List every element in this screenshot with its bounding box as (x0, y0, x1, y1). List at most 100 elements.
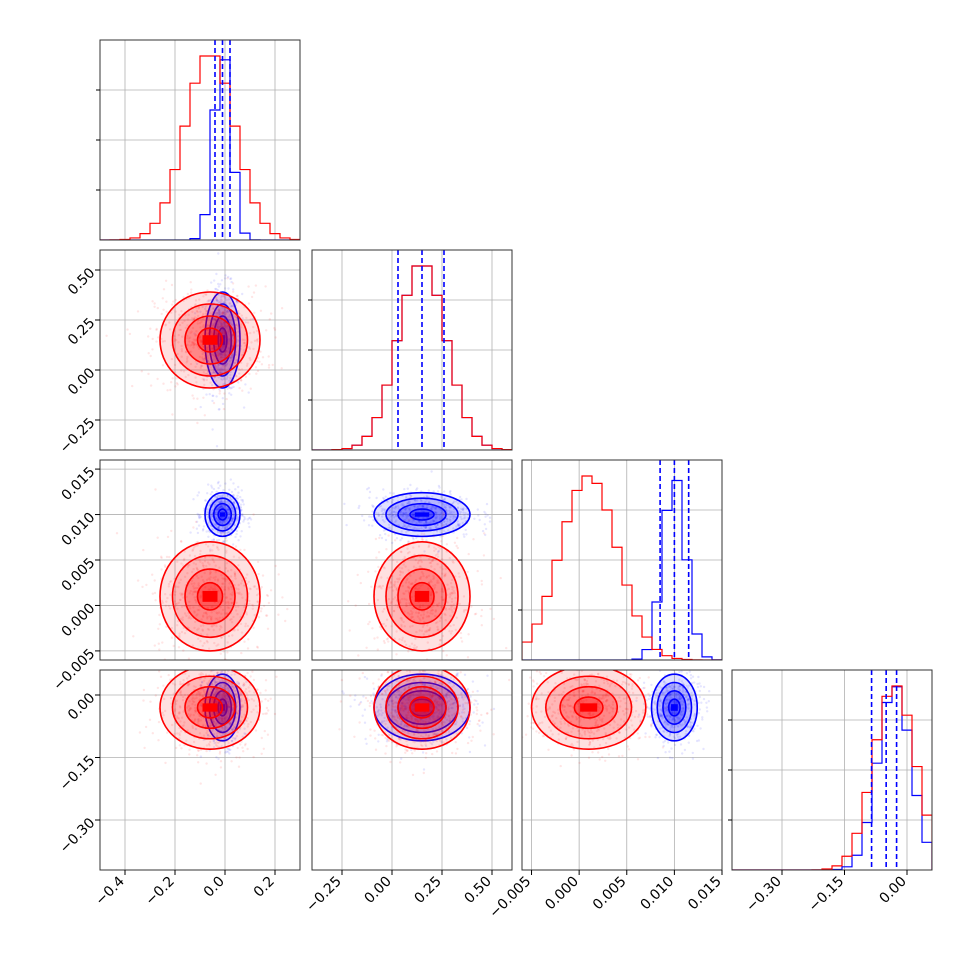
scatter-point (393, 580, 397, 584)
scatter-point (195, 362, 199, 365)
scatter-point (416, 588, 419, 591)
scatter-point (444, 574, 447, 577)
scatter-point (357, 506, 360, 510)
scatter-point (389, 515, 392, 518)
scatter-point (201, 660, 203, 662)
scatter-point (386, 500, 389, 503)
scatter-point (229, 721, 232, 724)
scatter-point (255, 338, 259, 342)
scatter-point (177, 601, 181, 604)
scatter-point (211, 323, 214, 326)
scatter-point (218, 312, 221, 315)
scatter-point (248, 347, 252, 351)
scatter-point (515, 700, 517, 702)
scatter-point (156, 377, 159, 381)
scatter-point (222, 683, 226, 686)
scatter-point (392, 598, 395, 601)
scatter-point (212, 487, 216, 491)
scatter-point (443, 490, 446, 493)
scatter-point (408, 645, 411, 648)
scatter-point (192, 338, 195, 341)
scatter-point (423, 620, 426, 624)
scatter-point (199, 310, 202, 313)
scatter-point (220, 532, 223, 536)
scatter-point (228, 748, 231, 752)
scatter-point (433, 546, 436, 549)
scatter-point (443, 575, 446, 578)
scatter-point (216, 526, 220, 529)
scatter-point (226, 376, 229, 379)
scatter-point (223, 369, 226, 372)
scatter-point (400, 503, 403, 507)
scatter-point (239, 719, 242, 723)
scatter-point (407, 663, 409, 665)
scatter-point (411, 615, 415, 619)
scatter-point (179, 578, 182, 581)
scatter-point (264, 285, 267, 288)
scatter-point (204, 543, 208, 546)
scatter-point (398, 599, 401, 602)
scatter-point (251, 670, 254, 673)
scatter-point (231, 282, 235, 285)
scatter-point (217, 313, 220, 317)
scatter-point (206, 615, 209, 619)
scatter-point (449, 632, 453, 635)
scatter-point (422, 506, 425, 509)
scatter-point (180, 747, 183, 750)
scatter-point (452, 515, 455, 518)
scatter-point (199, 341, 203, 344)
scatter-point (224, 536, 228, 540)
scatter-point (219, 300, 222, 304)
scatter-point (194, 718, 197, 721)
scatter-point (212, 358, 216, 361)
scatter-point (411, 512, 415, 515)
scatter-point (188, 554, 192, 557)
scatter-point (222, 650, 225, 653)
scatter-point (434, 513, 438, 516)
scatter-point (105, 334, 108, 337)
scatter-point (396, 577, 399, 580)
scatter-point (440, 605, 443, 609)
scatter-point (178, 744, 181, 747)
scatter-point (428, 526, 431, 529)
histogram-panel-3 (518, 459, 723, 661)
scatter-point (444, 567, 447, 571)
scatter-point (183, 632, 187, 635)
scatter-point (432, 576, 436, 579)
scatter-point (407, 514, 410, 517)
scatter-point (374, 537, 378, 541)
scatter-point (363, 721, 367, 724)
scatter-point (219, 353, 222, 356)
scatter-point (441, 568, 444, 571)
scatter-point (407, 581, 411, 584)
scatter-point (424, 501, 427, 504)
scatter-point (181, 593, 184, 596)
scatter-point (199, 336, 202, 339)
scatter-point (412, 619, 416, 622)
scatter-point (207, 483, 210, 486)
scatter-point (195, 614, 198, 617)
scatter-point (382, 498, 386, 501)
scatter-point (461, 508, 465, 511)
scatter-point (153, 591, 157, 595)
scatter-point (394, 506, 397, 509)
scatter-point (206, 733, 210, 737)
scatter-point (354, 604, 357, 607)
scatter-point (488, 516, 492, 519)
scatter-point (247, 580, 250, 584)
scatter-point (252, 347, 255, 351)
scatter-point (153, 579, 156, 582)
scatter-point (194, 520, 198, 524)
scatter-point (371, 504, 374, 507)
scatter-point (157, 739, 160, 742)
scatter-point (271, 363, 274, 367)
scatter-point (212, 317, 216, 321)
scatter-point (211, 528, 214, 531)
scatter-point (215, 500, 218, 503)
scatter-point (147, 372, 150, 376)
scatter-point (196, 314, 200, 318)
scatter-point (237, 682, 241, 686)
contour-line (397, 502, 447, 527)
scatter-point (202, 346, 205, 349)
scatter-point (190, 579, 194, 582)
